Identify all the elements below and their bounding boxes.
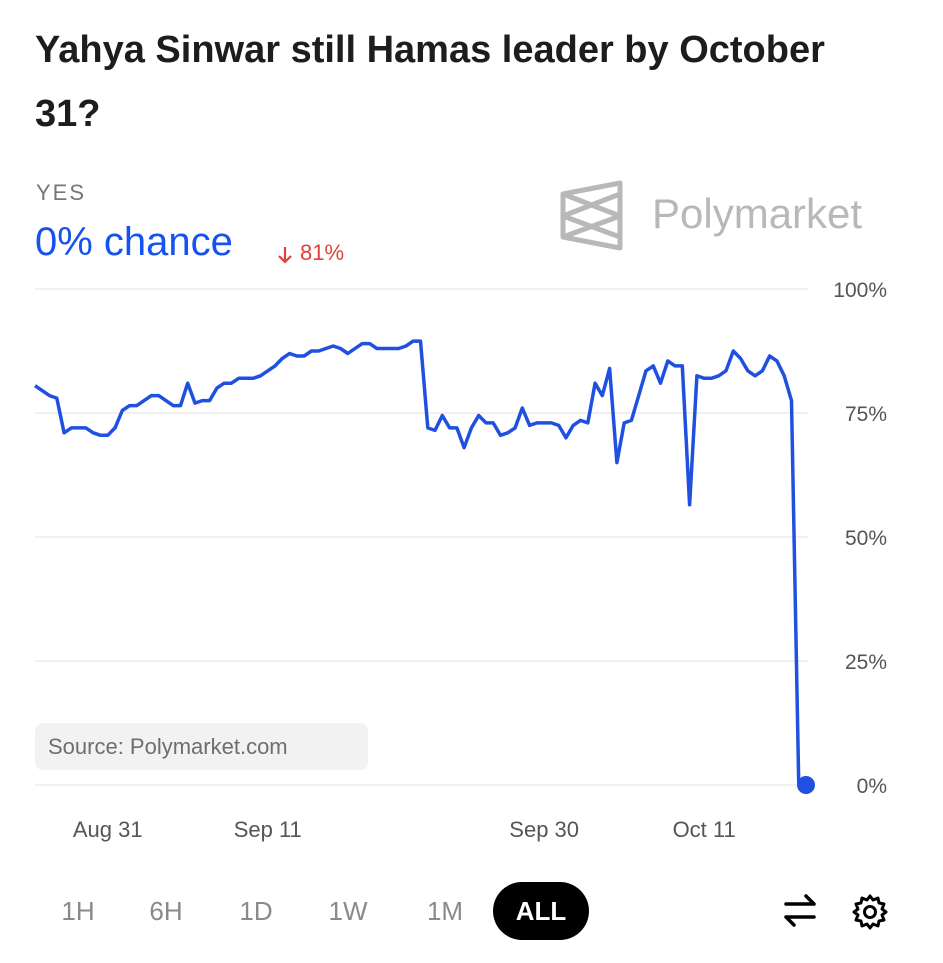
source: Source: Polymarket.com bbox=[35, 723, 368, 770]
x-tick-label: Aug 31 bbox=[73, 817, 143, 842]
chance: 0% chance bbox=[35, 220, 233, 264]
brand: Polymarket bbox=[652, 190, 863, 237]
chart: 0% 25% 50% 75% 100% Aug 31 Sep 11 Sep 30 Oct 11 bbox=[34, 279, 887, 842]
x-tick-label: Oct 11 bbox=[673, 817, 736, 842]
y-tick-label: 25% bbox=[845, 651, 887, 674]
range-button[interactable]: 6H bbox=[149, 896, 183, 926]
y-tick-label: 50% bbox=[845, 527, 887, 550]
brand-logo bbox=[560, 180, 623, 251]
y-tick-label: 100% bbox=[833, 279, 887, 302]
settings-icon[interactable] bbox=[850, 892, 890, 932]
price-line bbox=[34, 339, 807, 787]
range-button[interactable]: 1M bbox=[426, 896, 464, 926]
outcome-label: YES bbox=[36, 180, 87, 205]
change: 81% bbox=[300, 240, 345, 265]
range-button[interactable]: 1D bbox=[239, 896, 273, 926]
down-arrow bbox=[278, 247, 292, 264]
range-button[interactable]: ALL bbox=[493, 882, 589, 940]
range-button[interactable]: 1W bbox=[328, 896, 368, 926]
x-tick-label: Sep 11 bbox=[234, 817, 302, 842]
last-point bbox=[797, 776, 815, 794]
x-tick-label: Sep 30 bbox=[509, 817, 579, 842]
range-button[interactable]: 1H bbox=[61, 896, 95, 926]
y-tick-label: 0% bbox=[857, 775, 887, 798]
y-tick-label: 75% bbox=[845, 403, 887, 426]
swap-icon[interactable] bbox=[780, 890, 820, 930]
market-title: Yahya Sinwar still Hamas leader by Octob… bbox=[35, 29, 825, 135]
